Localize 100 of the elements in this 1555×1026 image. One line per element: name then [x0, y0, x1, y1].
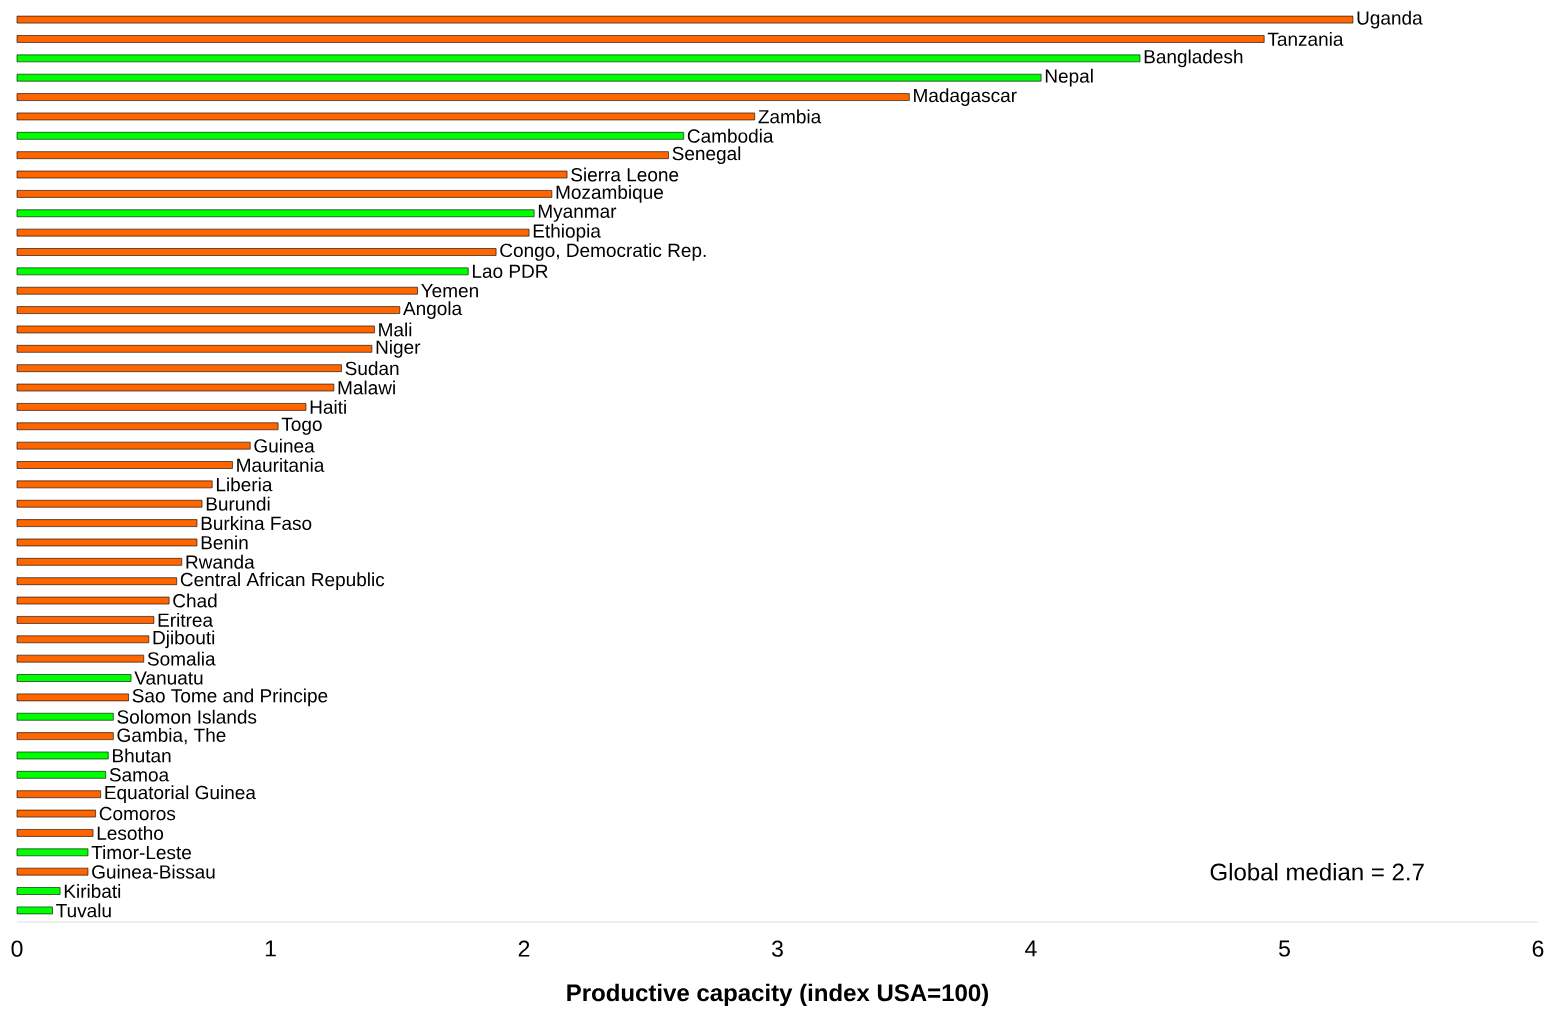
- y-tick-label: Madagascar: [914, 88, 1017, 106]
- bar: [16, 558, 183, 566]
- bar: [16, 790, 101, 798]
- y-tick-label: Mauritania: [237, 458, 325, 472]
- bar: [16, 693, 129, 702]
- bar: [16, 228, 530, 237]
- y-tick-label: Guinea: [254, 438, 315, 453]
- bar: [16, 887, 61, 895]
- bar: [16, 325, 375, 334]
- y-tick-label: Samoa: [109, 768, 170, 782]
- bar: [16, 383, 335, 392]
- x-tick-label: 4: [1025, 940, 1037, 957]
- bar: [16, 403, 307, 411]
- y-tick-label: Myanmar: [538, 204, 617, 222]
- bar: [16, 170, 568, 179]
- y-tick-label: Yemen: [421, 284, 478, 298]
- bar: [16, 15, 1354, 24]
- y-tick-label: Malawi: [338, 380, 395, 395]
- bar: [16, 751, 109, 760]
- bar: [16, 190, 553, 198]
- y-tick-label: Rwanda: [186, 554, 255, 569]
- y-tick-label: Timor-Leste: [91, 845, 191, 860]
- annotation: Global median = 2.7: [1210, 862, 1424, 881]
- x-tick-label: 3: [771, 940, 783, 957]
- y-tick-label: Somalia: [147, 651, 216, 666]
- y-tick-label: Uganda: [1357, 10, 1423, 29]
- bar: [16, 35, 1265, 43]
- y-tick-label: Burundi: [206, 496, 270, 511]
- y-tick-label: Mali: [379, 322, 412, 337]
- bar: [16, 732, 114, 740]
- y-tick-label: Ethiopia: [533, 223, 601, 242]
- bar: [16, 345, 373, 353]
- y-tick-label: Comoros: [99, 806, 176, 821]
- y-tick-label: Equatorial Guinea: [105, 785, 256, 804]
- bar: [16, 112, 755, 121]
- bar: [16, 54, 1141, 63]
- y-tick-label: Cambodia: [687, 128, 774, 143]
- x-tick-label: 2: [518, 940, 530, 957]
- y-tick-label: Djibouti: [153, 630, 215, 649]
- bar: [16, 286, 418, 295]
- y-tick-label: Eritrea: [158, 612, 214, 627]
- y-tick-label: Angola: [403, 301, 463, 319]
- y-tick-label: Solomon Islands: [117, 709, 257, 724]
- y-tick-label: Guinea-Bissau: [92, 864, 215, 879]
- bar: [16, 596, 170, 605]
- y-tick-label: Zambia: [758, 109, 822, 124]
- x-axis-title: Productive capacity (index USA=100): [567, 983, 988, 1007]
- y-tick-label: Bangladesh: [1144, 49, 1243, 68]
- bar: [16, 848, 89, 857]
- y-tick-label: Haiti: [310, 399, 346, 414]
- bar: [16, 499, 203, 508]
- bar: [16, 480, 213, 489]
- bar: [16, 267, 469, 276]
- bar: [16, 422, 279, 431]
- bar: [16, 248, 497, 256]
- bar: [16, 151, 669, 159]
- bar: [16, 829, 94, 837]
- y-tick-label: Liberia: [216, 477, 273, 492]
- y-tick-label: Senegal: [672, 146, 741, 165]
- y-tick-label: Lao PDR: [472, 264, 548, 278]
- bar: [16, 712, 114, 721]
- x-tick-label: 5: [1278, 940, 1290, 957]
- bar: [16, 616, 155, 624]
- y-tick-label: Benin: [201, 535, 248, 550]
- y-tick-label: Gambia, The: [117, 728, 226, 745]
- y-tick-label: Bhutan: [113, 748, 171, 763]
- y-tick-label: Mozambique: [556, 185, 663, 203]
- bar: [16, 209, 535, 218]
- y-tick-label: Chad: [173, 593, 217, 608]
- bar: [16, 674, 132, 682]
- bar: [16, 364, 342, 372]
- bar: [16, 635, 150, 644]
- x-tick-label: 1: [265, 940, 276, 957]
- bar: [16, 73, 1042, 82]
- x-tick-label: 0: [11, 940, 23, 957]
- bar: [16, 771, 107, 779]
- bar: [16, 654, 145, 663]
- bar: [16, 519, 198, 527]
- y-tick-label: Congo, Democratic Rep.: [500, 243, 706, 261]
- y-tick-label: Tuvalu: [56, 903, 111, 918]
- bar: [16, 93, 910, 101]
- y-tick-label: Lesotho: [97, 825, 164, 840]
- y-tick-label: Central African Republic: [180, 572, 385, 591]
- y-tick-label: Nepal: [1045, 68, 1093, 87]
- y-tick-label: Togo: [281, 417, 322, 435]
- bar: [16, 461, 233, 469]
- bar: [16, 538, 198, 547]
- bar: [16, 132, 684, 140]
- y-tick-label: Niger: [376, 339, 421, 358]
- y-tick-label: Sierra Leone: [571, 167, 679, 182]
- y-tick-label: Sudan: [345, 361, 399, 376]
- bar: [16, 577, 177, 585]
- bar: [16, 867, 89, 876]
- y-tick-label: Tanzania: [1267, 32, 1344, 46]
- y-tick-label: Kiribati: [64, 884, 121, 899]
- bar: [16, 441, 251, 450]
- bar: [16, 306, 401, 314]
- y-tick-label: Burkina Faso: [201, 516, 312, 531]
- y-tick-label: Vanuatu: [134, 671, 203, 685]
- bar: [16, 809, 96, 818]
